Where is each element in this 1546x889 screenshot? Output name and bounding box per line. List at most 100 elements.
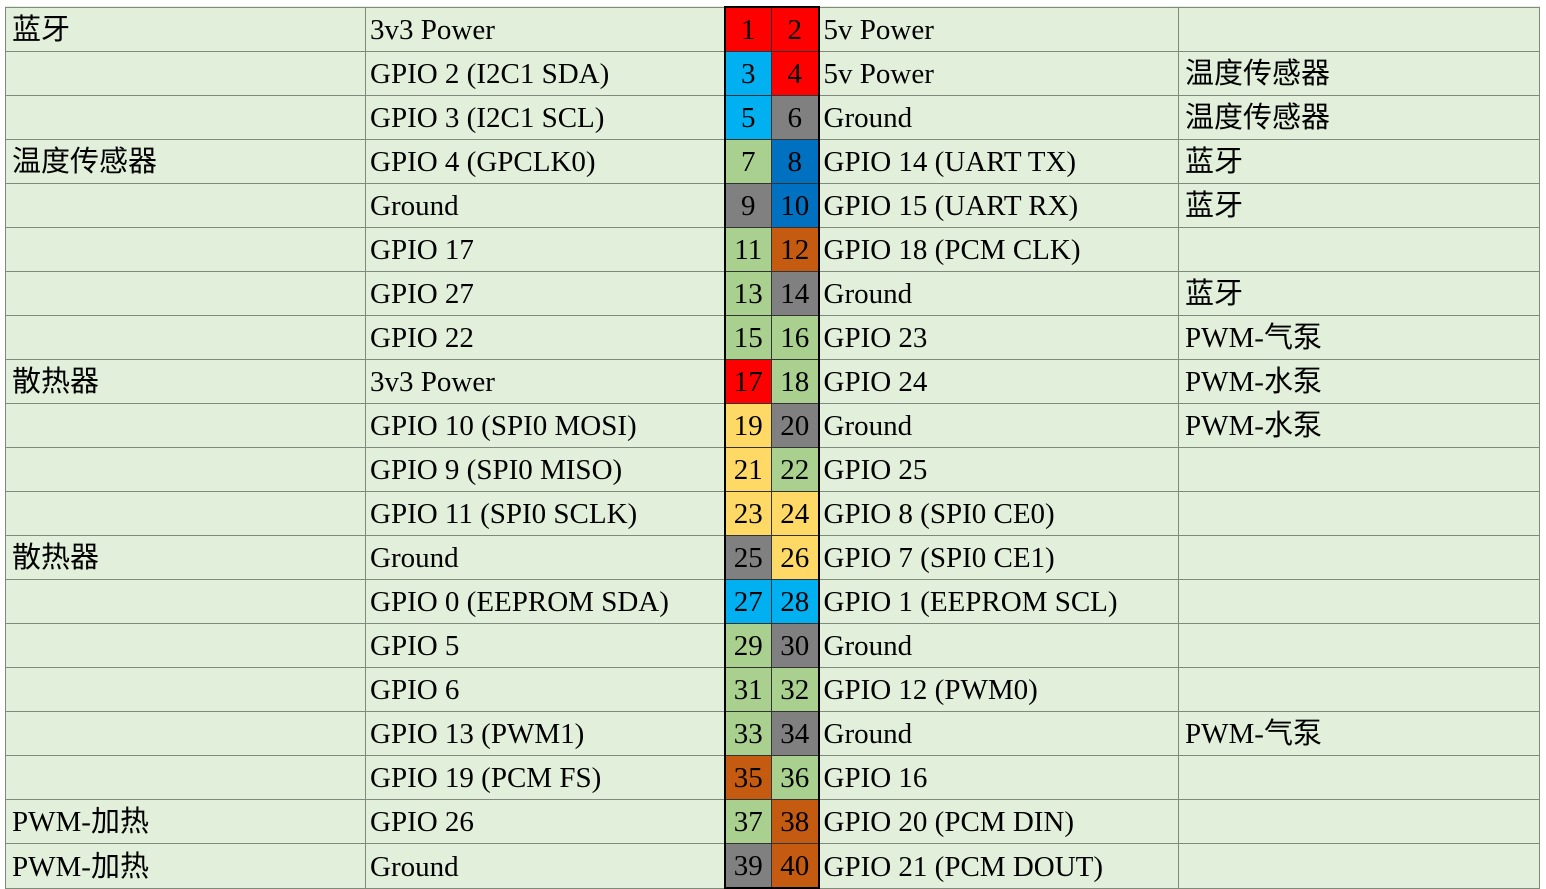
left-note-cell[interactable]: 温度传感器 <box>5 139 366 184</box>
left-pin-cell[interactable]: 7 <box>723 139 772 184</box>
left-function-cell[interactable]: GPIO 3 (I2C1 SCL) <box>365 95 725 140</box>
right-note-cell[interactable]: 蓝牙 <box>1178 183 1540 228</box>
right-pin-cell[interactable]: 10 <box>771 183 820 228</box>
left-pin-cell[interactable]: 11 <box>723 227 772 272</box>
right-note-cell[interactable] <box>1178 535 1540 580</box>
left-pin-cell[interactable]: 9 <box>723 183 772 228</box>
right-note-cell[interactable] <box>1178 623 1540 668</box>
left-function-cell[interactable]: Ground <box>365 843 725 889</box>
right-note-cell[interactable] <box>1178 447 1540 492</box>
left-note-cell[interactable] <box>5 51 366 96</box>
left-note-cell[interactable] <box>5 623 366 668</box>
right-function-cell[interactable]: GPIO 1 (EEPROM SCL) <box>818 579 1179 624</box>
left-note-cell[interactable] <box>5 403 366 448</box>
right-function-cell[interactable]: GPIO 23 <box>818 315 1179 360</box>
right-note-cell[interactable] <box>1178 843 1540 889</box>
left-note-cell[interactable]: PWM-加热 <box>5 799 366 844</box>
right-note-cell[interactable]: PWM-气泵 <box>1178 315 1540 360</box>
right-pin-cell[interactable]: 22 <box>771 447 820 492</box>
left-function-cell[interactable]: GPIO 19 (PCM FS) <box>365 755 725 800</box>
left-function-cell[interactable]: GPIO 10 (SPI0 MOSI) <box>365 403 725 448</box>
right-note-cell[interactable] <box>1178 667 1540 712</box>
left-pin-cell[interactable]: 39 <box>723 843 772 889</box>
left-pin-cell[interactable]: 25 <box>723 535 772 580</box>
left-note-cell[interactable] <box>5 491 366 536</box>
right-note-cell[interactable]: 温度传感器 <box>1178 51 1540 96</box>
right-function-cell[interactable]: GPIO 14 (UART TX) <box>818 139 1179 184</box>
right-note-cell[interactable] <box>1178 491 1540 536</box>
left-function-cell[interactable]: GPIO 5 <box>365 623 725 668</box>
right-function-cell[interactable]: 5v Power <box>818 51 1179 96</box>
right-function-cell[interactable]: GPIO 18 (PCM CLK) <box>818 227 1179 272</box>
right-note-cell[interactable]: 蓝牙 <box>1178 139 1540 184</box>
left-function-cell[interactable]: GPIO 27 <box>365 271 725 316</box>
right-pin-cell[interactable]: 38 <box>771 799 820 844</box>
right-function-cell[interactable]: GPIO 16 <box>818 755 1179 800</box>
left-note-cell[interactable] <box>5 579 366 624</box>
right-function-cell[interactable]: GPIO 12 (PWM0) <box>818 667 1179 712</box>
left-function-cell[interactable]: GPIO 22 <box>365 315 725 360</box>
right-function-cell[interactable]: 5v Power <box>818 6 1179 52</box>
left-note-cell[interactable]: 蓝牙 <box>5 6 366 52</box>
right-function-cell[interactable]: GPIO 25 <box>818 447 1179 492</box>
right-function-cell[interactable]: Ground <box>818 95 1179 140</box>
right-function-cell[interactable]: GPIO 20 (PCM DIN) <box>818 799 1179 844</box>
left-function-cell[interactable]: Ground <box>365 183 725 228</box>
right-pin-cell[interactable]: 26 <box>771 535 820 580</box>
right-function-cell[interactable]: Ground <box>818 623 1179 668</box>
left-function-cell[interactable]: 3v3 Power <box>365 359 725 404</box>
left-function-cell[interactable]: GPIO 9 (SPI0 MISO) <box>365 447 725 492</box>
right-note-cell[interactable]: PWM-水泵 <box>1178 403 1540 448</box>
right-function-cell[interactable]: Ground <box>818 711 1179 756</box>
left-pin-cell[interactable]: 3 <box>723 51 772 96</box>
left-pin-cell[interactable]: 29 <box>723 623 772 668</box>
right-pin-cell[interactable]: 18 <box>771 359 820 404</box>
right-pin-cell[interactable]: 14 <box>771 271 820 316</box>
right-function-cell[interactable]: Ground <box>818 271 1179 316</box>
left-pin-cell[interactable]: 21 <box>723 447 772 492</box>
right-pin-cell[interactable]: 40 <box>771 843 820 889</box>
left-note-cell[interactable]: 散热器 <box>5 359 366 404</box>
left-note-cell[interactable] <box>5 227 366 272</box>
right-function-cell[interactable]: GPIO 15 (UART RX) <box>818 183 1179 228</box>
right-pin-cell[interactable]: 32 <box>771 667 820 712</box>
right-pin-cell[interactable]: 4 <box>771 51 820 96</box>
right-pin-cell[interactable]: 34 <box>771 711 820 756</box>
right-function-cell[interactable]: GPIO 21 (PCM DOUT) <box>818 843 1179 889</box>
left-note-cell[interactable] <box>5 711 366 756</box>
left-pin-cell[interactable]: 19 <box>723 403 772 448</box>
right-note-cell[interactable]: 蓝牙 <box>1178 271 1540 316</box>
right-pin-cell[interactable]: 36 <box>771 755 820 800</box>
left-pin-cell[interactable]: 31 <box>723 667 772 712</box>
left-function-cell[interactable]: GPIO 26 <box>365 799 725 844</box>
left-function-cell[interactable]: GPIO 6 <box>365 667 725 712</box>
left-pin-cell[interactable]: 23 <box>723 491 772 536</box>
right-function-cell[interactable]: GPIO 24 <box>818 359 1179 404</box>
left-pin-cell[interactable]: 27 <box>723 579 772 624</box>
left-pin-cell[interactable]: 35 <box>723 755 772 800</box>
left-note-cell[interactable] <box>5 667 366 712</box>
left-pin-cell[interactable]: 1 <box>723 6 772 52</box>
left-pin-cell[interactable]: 33 <box>723 711 772 756</box>
left-note-cell[interactable] <box>5 755 366 800</box>
left-note-cell[interactable]: PWM-加热 <box>5 843 366 889</box>
right-function-cell[interactable]: Ground <box>818 403 1179 448</box>
left-function-cell[interactable]: 3v3 Power <box>365 6 725 52</box>
right-note-cell[interactable] <box>1178 6 1540 52</box>
left-function-cell[interactable]: GPIO 13 (PWM1) <box>365 711 725 756</box>
right-note-cell[interactable]: 温度传感器 <box>1178 95 1540 140</box>
left-function-cell[interactable]: GPIO 0 (EEPROM SDA) <box>365 579 725 624</box>
right-function-cell[interactable]: GPIO 7 (SPI0 CE1) <box>818 535 1179 580</box>
left-note-cell[interactable] <box>5 183 366 228</box>
left-function-cell[interactable]: GPIO 11 (SPI0 SCLK) <box>365 491 725 536</box>
right-pin-cell[interactable]: 30 <box>771 623 820 668</box>
right-note-cell[interactable] <box>1178 579 1540 624</box>
left-function-cell[interactable]: Ground <box>365 535 725 580</box>
left-note-cell[interactable] <box>5 315 366 360</box>
right-pin-cell[interactable]: 24 <box>771 491 820 536</box>
left-note-cell[interactable]: 散热器 <box>5 535 366 580</box>
right-pin-cell[interactable]: 6 <box>771 95 820 140</box>
right-note-cell[interactable] <box>1178 227 1540 272</box>
left-function-cell[interactable]: GPIO 2 (I2C1 SDA) <box>365 51 725 96</box>
left-pin-cell[interactable]: 37 <box>723 799 772 844</box>
